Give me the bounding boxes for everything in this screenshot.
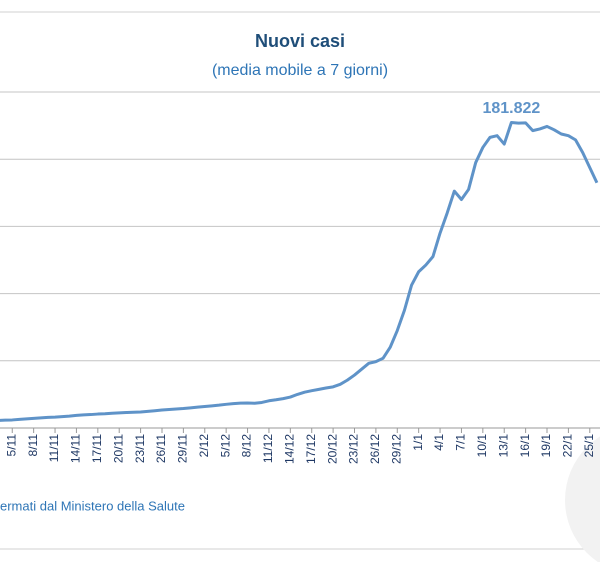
x-tick-label: 17/11 xyxy=(90,434,104,463)
x-tick-label: 23/12 xyxy=(347,434,361,464)
x-tick-label: 16/1 xyxy=(518,434,532,458)
x-tick-label: 17/12 xyxy=(304,434,318,464)
x-tick-label: 25/1 xyxy=(582,434,596,458)
x-tick-label: 29/11 xyxy=(176,434,190,463)
x-tick-label: 5/12 xyxy=(218,434,232,458)
data-line xyxy=(0,121,599,422)
x-tick-label: 11/11 xyxy=(47,434,61,463)
x-tick-label: 22/1 xyxy=(561,434,575,458)
x-tick-label: 1/1 xyxy=(411,434,425,451)
source-note: ermati dal Ministero della Salute xyxy=(0,498,185,513)
x-tick-label: 11/12 xyxy=(261,434,275,463)
corner-shape xyxy=(565,436,600,562)
chart-title: Nuovi casi xyxy=(255,31,345,51)
x-tick-label: 26/12 xyxy=(368,434,382,464)
x-tick-label: 14/12 xyxy=(283,434,297,464)
x-tick-label: 8/11 xyxy=(26,434,40,457)
x-tick-label: 13/1 xyxy=(496,434,510,458)
chart-subtitle: (media mobile a 7 giorni) xyxy=(212,62,388,79)
x-tick-label: 8/12 xyxy=(240,434,254,458)
x-tick-label: 29/12 xyxy=(389,434,403,464)
x-tick-label: 4/1 xyxy=(432,434,446,451)
x-tick-label: 26/11 xyxy=(154,434,168,463)
x-tick-label: 7/1 xyxy=(454,434,468,451)
x-tick-label: 10/1 xyxy=(475,434,489,458)
x-tick-label: 19/1 xyxy=(539,434,553,458)
peak-label: 181.822 xyxy=(482,100,540,117)
x-tick-label: 5/11 xyxy=(4,434,18,457)
x-tick-label: 14/11 xyxy=(69,434,83,463)
x-tick-label: 20/11 xyxy=(111,434,125,463)
x-tick-label: 2/12 xyxy=(197,434,211,458)
x-tick-label: 23/11 xyxy=(133,434,147,463)
x-tick-label: 20/12 xyxy=(325,434,339,464)
